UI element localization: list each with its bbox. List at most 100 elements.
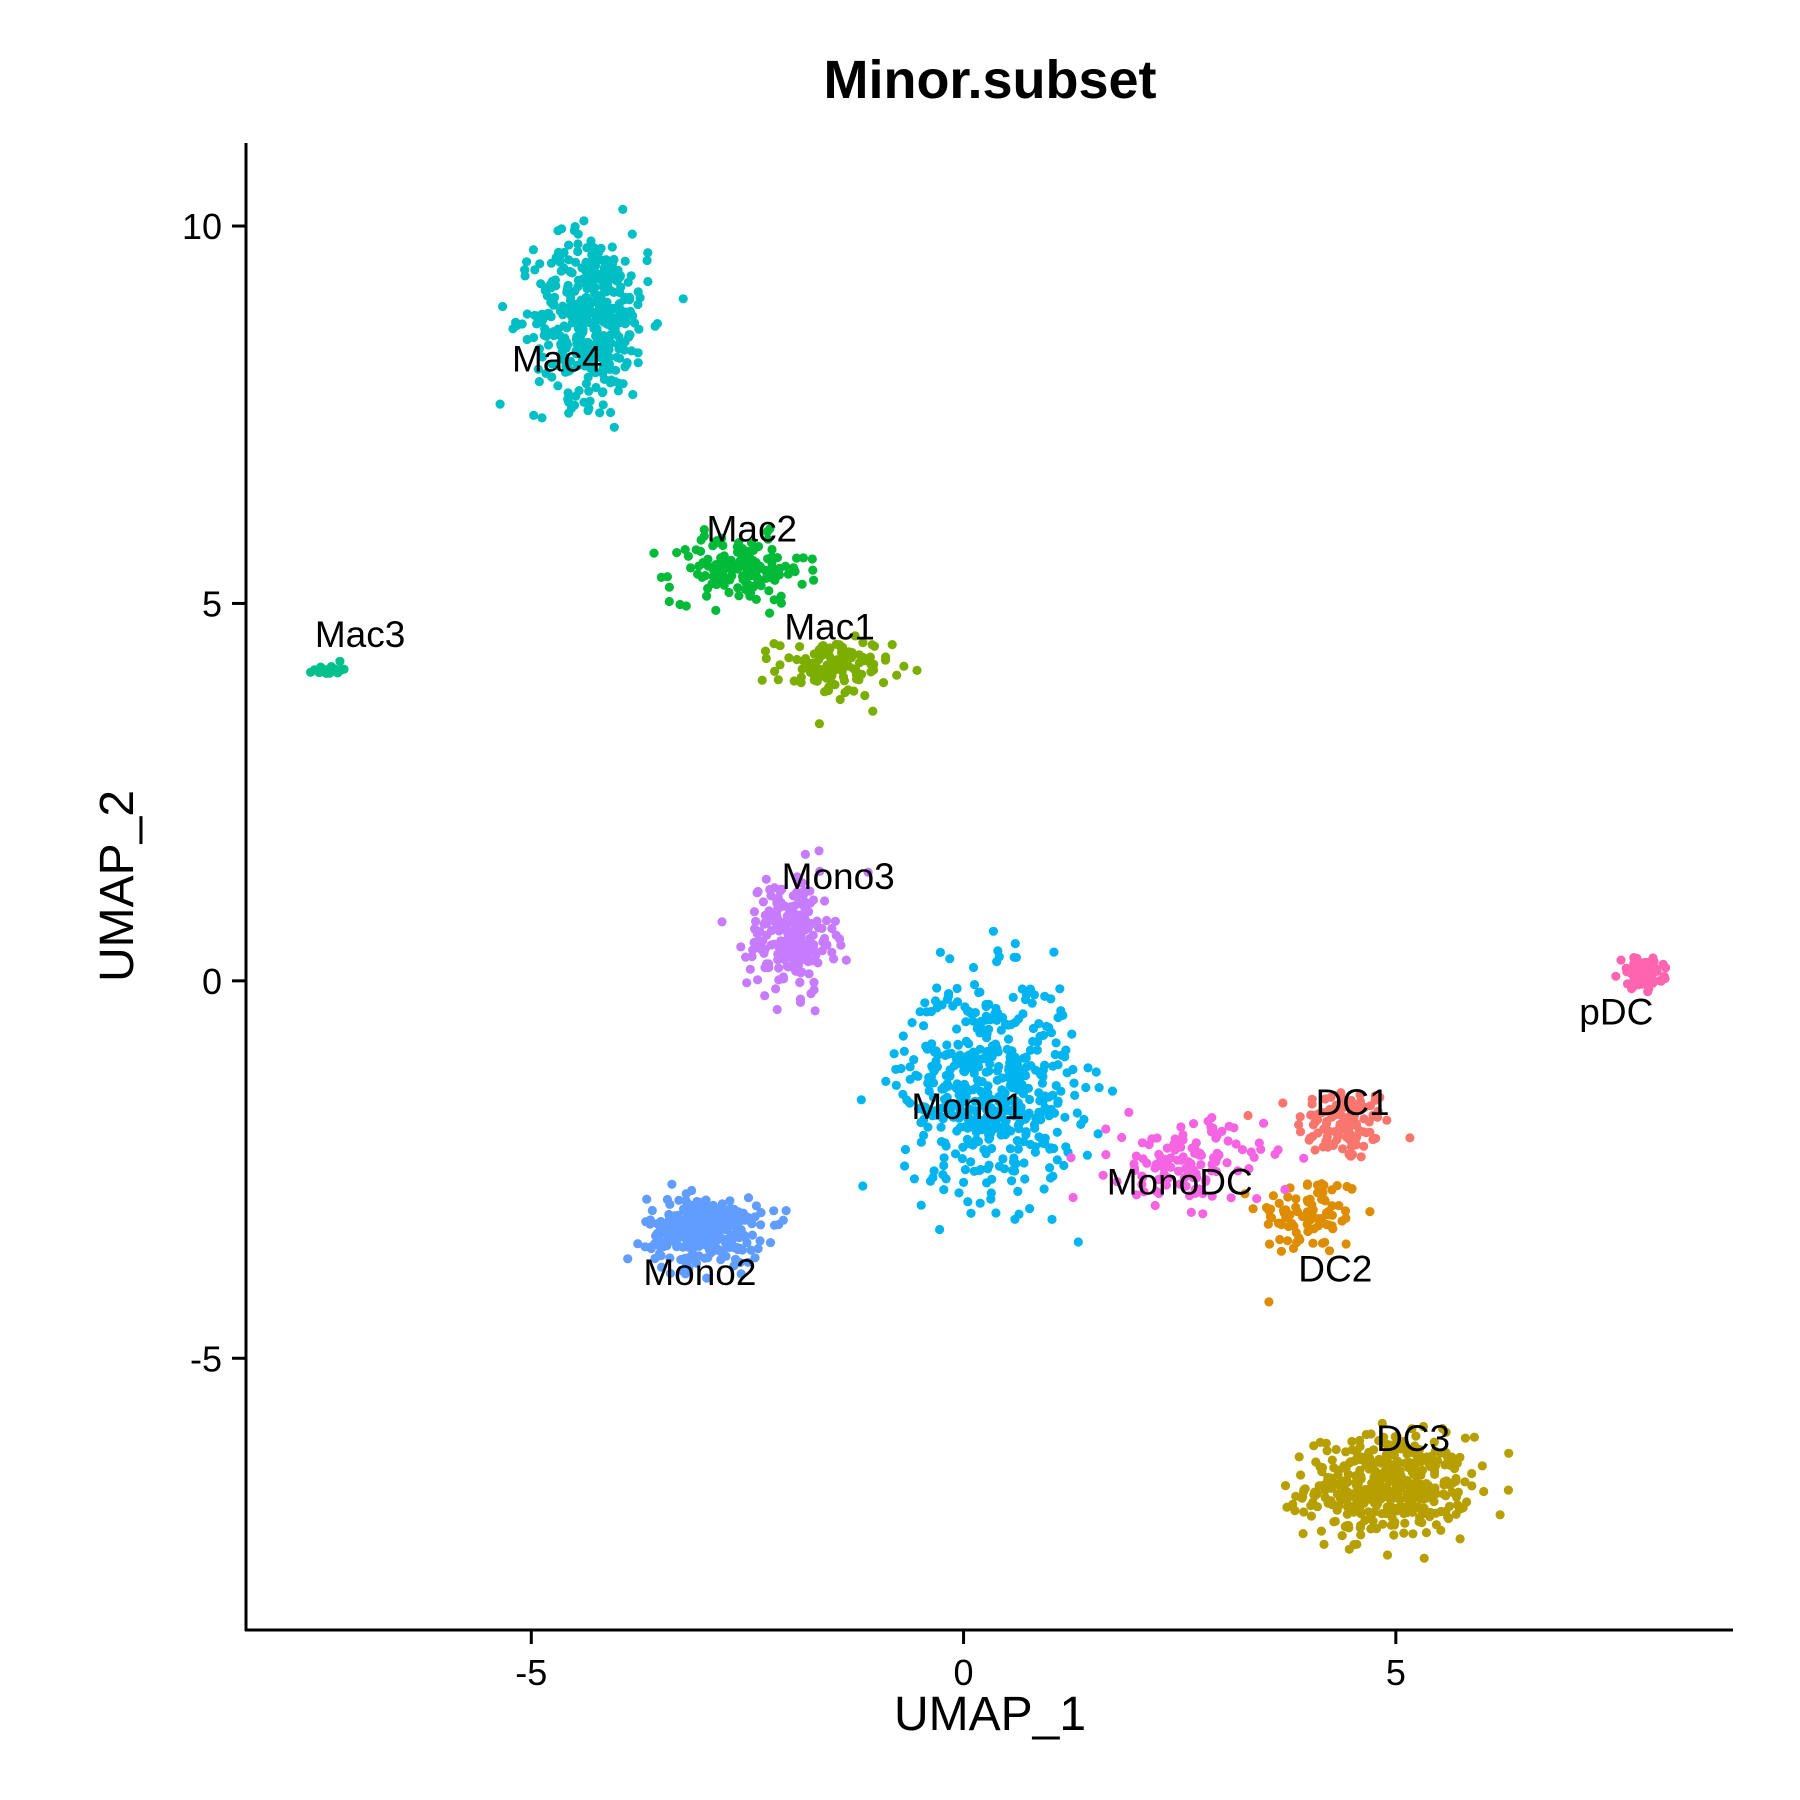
scatter-point: [776, 598, 787, 608]
scatter-point: [1011, 952, 1022, 963]
scatter-point: [742, 978, 752, 988]
scatter-point: [1259, 1118, 1269, 1128]
scatter-point: [982, 1033, 992, 1043]
scatter-point: [716, 1255, 726, 1265]
scatter-point: [1020, 995, 1031, 1005]
scatter-point: [684, 1242, 694, 1252]
scatter-point: [1382, 1550, 1393, 1560]
scatter-point: [1346, 1108, 1357, 1118]
scatter-point: [1019, 1158, 1029, 1168]
scatter-point: [599, 263, 610, 273]
scatter-point: [1166, 1153, 1176, 1163]
scatter-point: [1309, 1441, 1319, 1451]
scatter-point: [1367, 1463, 1377, 1473]
scatter-point: [1211, 1157, 1221, 1167]
scatter-point: [1408, 1529, 1418, 1539]
scatter-point: [697, 572, 707, 583]
scatter-point: [1288, 1243, 1299, 1253]
scatter-point: [628, 389, 638, 400]
scatter-point: [1040, 1091, 1050, 1101]
scatter-point: [1021, 1062, 1031, 1072]
scatter-point: [800, 916, 810, 927]
scatter-point: [961, 1017, 971, 1027]
scatter-point: [724, 587, 734, 598]
cluster-label-dc3: DC3: [1376, 1418, 1450, 1459]
scatter-point: [1356, 1530, 1366, 1540]
scatter-point: [998, 1154, 1008, 1164]
scatter-point: [726, 562, 736, 572]
scatter-point: [959, 1177, 969, 1187]
scatter-point: [737, 1215, 747, 1225]
scatter-point: [941, 1050, 952, 1060]
scatter-point: [1640, 971, 1650, 981]
scatter-point: [775, 641, 785, 651]
scatter-point: [1060, 1052, 1070, 1062]
scatter-point: [919, 1130, 929, 1140]
scatter-point: [993, 946, 1003, 956]
scatter-point: [797, 955, 808, 965]
scatter-point: [1297, 1211, 1308, 1222]
scatter-point: [755, 1236, 765, 1246]
scatter-point: [808, 565, 818, 575]
scatter-point: [1139, 1187, 1149, 1197]
scatter-point: [590, 250, 600, 260]
scatter-point: [1150, 1163, 1160, 1173]
scatter-point: [729, 1204, 739, 1214]
scatter-point: [625, 330, 635, 340]
scatter-point: [1335, 1477, 1346, 1488]
scatter-point: [1462, 1497, 1472, 1507]
scatter-point: [1233, 1166, 1243, 1176]
scatter-point: [749, 907, 760, 917]
scatter-point: [1156, 1174, 1166, 1184]
scatter-point: [1346, 1121, 1356, 1131]
scatter-point: [1069, 1078, 1079, 1088]
scatter-point: [1347, 1184, 1357, 1194]
scatter-point: [796, 968, 806, 978]
scatter-point: [1198, 1189, 1208, 1199]
y-tick-label: 10: [182, 206, 222, 247]
scatter-point: [748, 582, 758, 593]
scatter-point: [916, 1117, 926, 1128]
scatter-point: [988, 926, 999, 936]
scatter-point: [699, 525, 709, 535]
scatter-point: [950, 1149, 961, 1159]
scatter-point: [966, 1009, 976, 1019]
scatter-point: [1460, 1433, 1470, 1443]
scatter-point: [736, 942, 746, 952]
scatter-point: [1330, 1516, 1340, 1526]
scatter-point: [1327, 1455, 1337, 1465]
scatter-point: [970, 1106, 980, 1116]
x-tick-label: -5: [515, 1652, 547, 1693]
scatter-point: [1052, 1155, 1062, 1165]
cluster-label-mac4: Mac4: [512, 339, 602, 380]
scatter-point: [599, 311, 609, 321]
scatter-point: [913, 1071, 923, 1081]
scatter-point: [1332, 1181, 1342, 1191]
scatter-point: [809, 940, 819, 950]
scatter-point: [1307, 1094, 1317, 1104]
scatter-point: [1388, 1493, 1398, 1503]
scatter-point: [1370, 1472, 1380, 1482]
scatter-point: [1019, 1137, 1029, 1147]
scatter-point: [558, 310, 568, 320]
scatter-point: [696, 535, 706, 545]
scatter-point: [628, 311, 638, 321]
scatter-point: [1320, 1196, 1330, 1206]
scatter-point: [1291, 1202, 1301, 1212]
scatter-point: [733, 583, 743, 593]
scatter-point: [322, 667, 332, 677]
scatter-point: [982, 1048, 992, 1058]
scatter-point: [614, 378, 624, 388]
scatter-point: [1083, 1063, 1093, 1073]
x-axis-ticks: -5 0 5: [515, 1630, 1406, 1693]
scatter-point: [643, 248, 653, 258]
scatter-point: [745, 1216, 755, 1226]
scatter-point: [966, 1055, 976, 1065]
scatter-point: [1040, 991, 1050, 1001]
scatter-point: [1068, 1192, 1078, 1203]
scatter-point: [1072, 1108, 1082, 1118]
scatter-point: [1640, 957, 1650, 967]
scatter-point: [896, 1063, 906, 1074]
scatter-point: [863, 867, 873, 877]
scatter-point: [1467, 1481, 1477, 1491]
